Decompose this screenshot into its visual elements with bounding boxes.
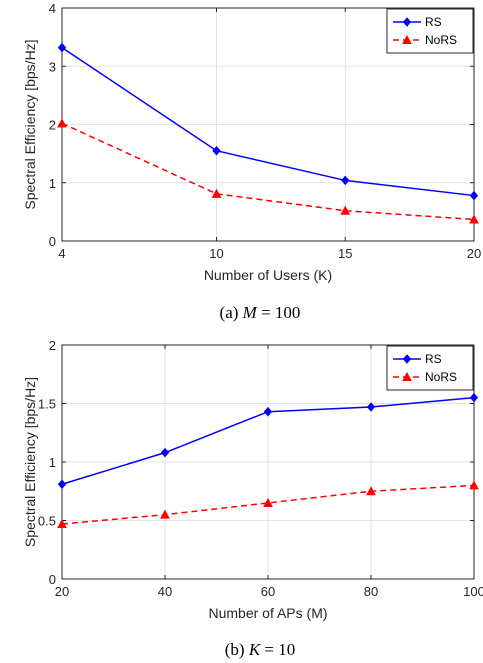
data-point-nors <box>469 480 479 490</box>
legend: RS NoRS <box>386 345 474 391</box>
y-tick-label: 1 <box>49 176 56 191</box>
legend-box <box>386 8 474 54</box>
data-point-nors <box>211 188 222 198</box>
data-point-rs <box>469 190 479 201</box>
caption-rest: = 100 <box>257 303 301 322</box>
y-tick-label: 0 <box>49 572 56 587</box>
chart-b: 20 40 60 80 100 0 0.5 1 1.5 2 Number of APs (M) Spe… <box>22 338 483 659</box>
legend-label-nors: NoRS <box>425 370 457 384</box>
y-tick-label: 4 <box>49 1 56 16</box>
caption-variable: K <box>248 640 262 659</box>
data-point-nors <box>263 497 273 507</box>
y-tick-label: 1 <box>49 455 56 470</box>
legend-marker-triangle <box>402 34 412 44</box>
legend-marker-diamond <box>402 354 412 364</box>
legend-marker-triangle <box>402 371 412 381</box>
data-point-nors <box>366 486 376 496</box>
data-point-rs <box>469 392 479 403</box>
legend-label-rs: RS <box>425 15 442 29</box>
x-tick-label: 20 <box>55 584 69 599</box>
data-point-nors <box>160 509 170 519</box>
data-point-rs <box>57 42 67 53</box>
x-tick-label: 20 <box>467 246 481 261</box>
x-axis-label: Number of Users (K) <box>204 267 332 283</box>
y-tick-label: 3 <box>49 59 56 74</box>
data-point-rs <box>57 479 67 489</box>
series-line-rs <box>61 46 475 197</box>
data-point-rs <box>160 447 170 458</box>
y-tick-label: 2 <box>49 338 56 353</box>
data-point-rs <box>341 175 350 186</box>
data-point-nors <box>469 214 479 224</box>
y-axis-label: Spectral Efficiency [bps/Hz] <box>22 39 38 209</box>
series-line-nors <box>61 122 475 221</box>
x-tick-label: 10 <box>209 246 223 261</box>
legend-label-rs: RS <box>425 352 442 366</box>
x-axis-label: Number of APs (M) <box>208 605 327 621</box>
data-point-rs <box>366 402 376 412</box>
data-point-nors <box>57 518 67 529</box>
x-tick-label: 40 <box>158 584 172 599</box>
caption-variable: M <box>242 303 258 322</box>
x-tick-label: 60 <box>261 584 275 599</box>
y-tick-label: 0.5 <box>38 514 56 529</box>
x-tick-label: 100 <box>463 584 483 599</box>
data-point-nors <box>340 205 351 215</box>
y-tick-label: 1.5 <box>38 397 56 412</box>
y-tick-label: 2 <box>49 118 56 133</box>
figure-caption: (b) K = 10 <box>225 640 296 659</box>
caption-prefix: (b) <box>225 640 249 659</box>
data-point-rs <box>263 406 273 417</box>
legend-box <box>386 345 474 391</box>
legend: RS NoRS <box>386 8 474 54</box>
caption-rest: = 10 <box>260 640 295 659</box>
y-axis-label: Spectral Efficiency [bps/Hz] <box>22 377 38 547</box>
x-tick-label: 15 <box>338 246 352 261</box>
data-point-nors <box>57 118 67 128</box>
caption-prefix: (a) <box>220 303 243 322</box>
figure-caption: (a) M = 100 <box>220 303 301 322</box>
chart-a: 4 10 15 20 0 1 2 3 4 Number of Users (K) Spectral … <box>22 1 481 322</box>
legend-label-nors: NoRS <box>425 33 457 47</box>
legend-marker-diamond <box>402 17 412 27</box>
x-tick-label: 80 <box>364 584 378 599</box>
data-point-rs <box>212 145 221 156</box>
y-tick-label: 0 <box>49 234 56 249</box>
x-tick-label: 4 <box>58 246 65 261</box>
series-line-nors <box>61 484 475 525</box>
